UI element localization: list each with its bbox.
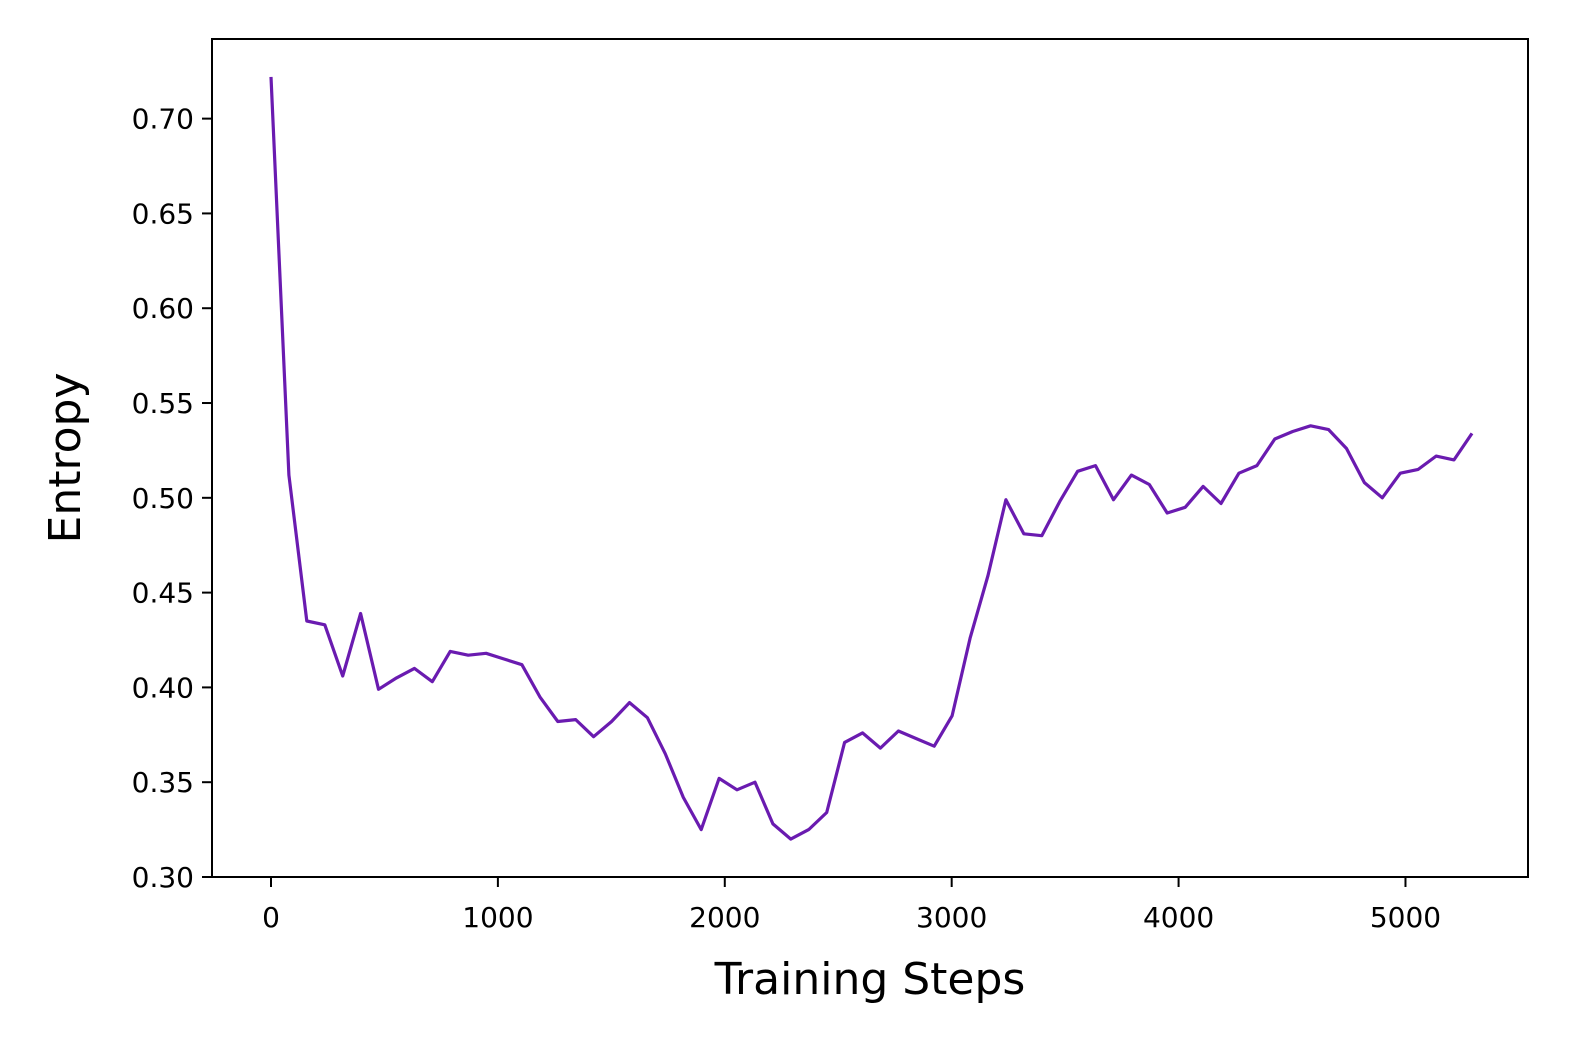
y-tick-label: 0.65 (132, 197, 194, 230)
x-tick-label: 0 (262, 901, 280, 934)
x-tick-label: 4000 (1143, 901, 1214, 934)
y-tick-label: 0.45 (132, 577, 194, 610)
y-tick-label: 0.35 (132, 766, 194, 799)
y-tick-label: 0.30 (132, 861, 194, 894)
entropy-series-line (269, 76, 1474, 841)
x-tick-label: 2000 (689, 901, 760, 934)
x-tick-label: 5000 (1370, 901, 1441, 934)
x-axis-label: Training Steps (714, 954, 1026, 1005)
y-tick-label: 0.40 (132, 671, 194, 704)
y-tick-label: 0.70 (132, 103, 194, 136)
y-axis-ticks: 0.30 0.35 0.40 0.45 0.50 0.55 0.60 0.65 0.70 (132, 103, 212, 894)
x-tick-label: 1000 (462, 901, 533, 934)
y-axis-label: Entropy (40, 373, 91, 544)
x-axis-ticks: 0 1000 2000 3000 4000 5000 (262, 877, 1441, 934)
y-tick-label: 0.50 (132, 482, 194, 515)
y-tick-label: 0.55 (132, 387, 194, 420)
x-tick-label: 3000 (916, 901, 987, 934)
plot-frame (211, 38, 1529, 878)
y-tick-label: 0.60 (132, 292, 194, 325)
